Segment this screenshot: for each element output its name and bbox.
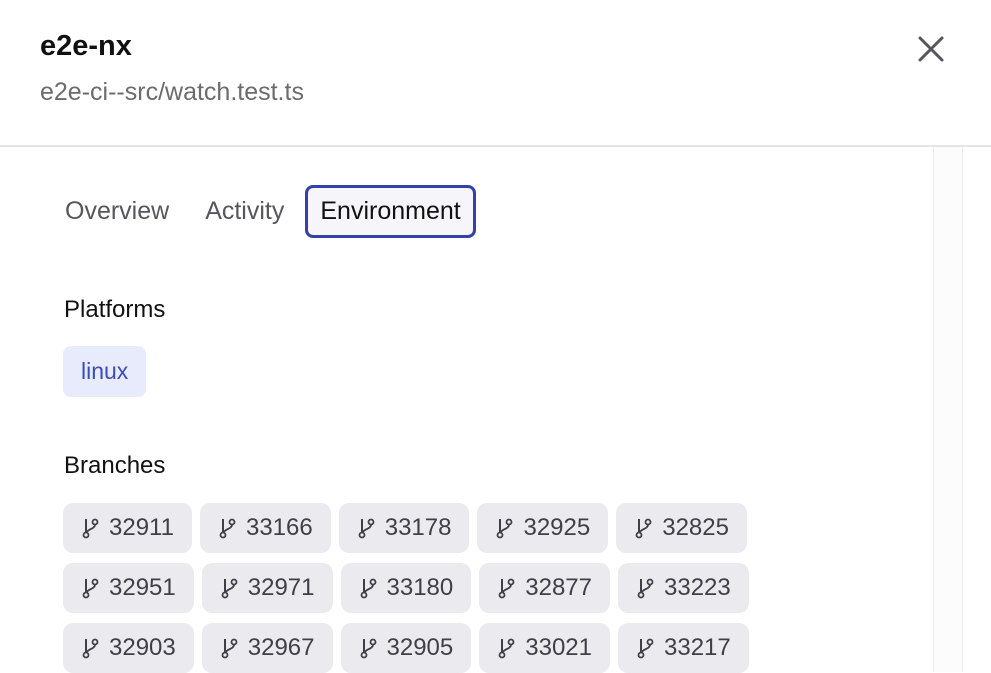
git-branch-icon — [497, 518, 513, 539]
panel-subtitle: e2e-ci--src/watch.test.ts — [40, 78, 304, 106]
platform-badge: linux — [63, 346, 147, 397]
tab-bar: Overview Activity Environment — [50, 185, 476, 238]
platforms-heading: Platforms — [64, 296, 166, 323]
branch-label: 32971 — [247, 574, 315, 601]
branch-chip[interactable]: 32903 — [63, 623, 194, 673]
git-branch-icon — [82, 578, 99, 599]
branch-label: 33217 — [664, 634, 731, 661]
tab-overview[interactable]: Overview — [65, 197, 170, 225]
branch-chip[interactable]: 32877 — [479, 563, 610, 613]
branch-label: 33178 — [384, 514, 452, 541]
git-branch-icon — [498, 638, 515, 659]
branch-chip[interactable]: 33166 — [199, 503, 331, 553]
git-branch-icon — [221, 638, 238, 659]
branch-label: 32825 — [662, 514, 729, 541]
branch-chip[interactable]: 33217 — [618, 623, 749, 673]
branch-list: 32911 33166 33178 32925 32825 32951 32971 33180… — [63, 503, 813, 673]
branch-label: 32903 — [109, 634, 176, 661]
branch-label: 33180 — [386, 574, 454, 601]
tab-activity[interactable]: Activity — [205, 197, 285, 225]
branch-label: 32967 — [247, 634, 315, 661]
branch-label: 32951 — [109, 574, 176, 601]
branch-chip[interactable]: 32967 — [201, 623, 333, 673]
branch-chip[interactable]: 32905 — [340, 623, 472, 673]
branch-label: 32925 — [523, 514, 591, 541]
git-branch-icon — [82, 638, 99, 659]
git-branch-icon — [498, 578, 515, 599]
git-branch-icon — [82, 518, 99, 539]
close-icon — [918, 36, 944, 62]
branches-heading: Branches — [64, 452, 166, 479]
git-branch-icon — [637, 638, 654, 659]
branch-label: 32905 — [386, 634, 454, 661]
branch-label: 33021 — [525, 634, 592, 661]
branch-chip[interactable]: 32825 — [616, 503, 747, 553]
git-branch-icon — [221, 578, 238, 599]
branch-chip[interactable]: 33021 — [479, 623, 610, 673]
scrollbar[interactable] — [933, 147, 963, 672]
panel-title: e2e-nx — [40, 30, 132, 62]
tab-environment[interactable]: Environment — [305, 185, 476, 238]
git-branch-icon — [635, 518, 652, 539]
panel-header: e2e-nx e2e-ci--src/watch.test.ts — [0, 0, 991, 147]
git-branch-icon — [360, 578, 376, 599]
branch-chip[interactable]: 32925 — [477, 503, 609, 553]
branch-chip[interactable]: 32971 — [201, 563, 333, 613]
branch-chip[interactable]: 32911 — [63, 503, 192, 553]
git-branch-icon — [358, 518, 375, 539]
git-branch-icon — [637, 578, 654, 599]
branch-chip[interactable]: 32951 — [63, 563, 194, 613]
close-button[interactable] — [912, 30, 950, 68]
branch-chip[interactable]: 33180 — [340, 563, 472, 613]
branch-label: 32911 — [109, 514, 174, 541]
git-branch-icon — [360, 638, 376, 659]
branch-label: 32877 — [525, 574, 592, 601]
branch-label: 33223 — [664, 574, 731, 601]
git-branch-icon — [219, 518, 236, 539]
branch-chip[interactable]: 33223 — [618, 563, 749, 613]
branch-label: 33166 — [245, 514, 313, 541]
branch-chip[interactable]: 33178 — [338, 503, 470, 553]
